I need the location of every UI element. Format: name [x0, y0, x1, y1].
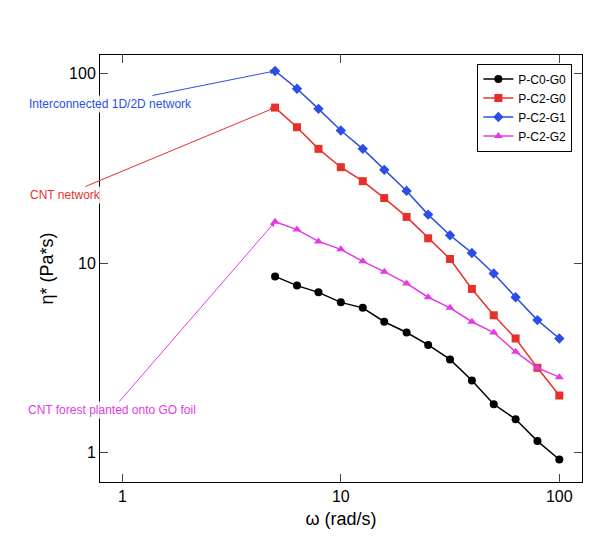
svg-text:η* (Pa*s): η* (Pa*s) — [37, 232, 57, 304]
svg-text:P-C0-G0: P-C0-G0 — [518, 73, 566, 87]
svg-text:1: 1 — [118, 488, 127, 505]
svg-text:1: 1 — [87, 444, 96, 461]
svg-text:10: 10 — [332, 488, 350, 505]
svg-text:P-C2-G0: P-C2-G0 — [518, 92, 566, 106]
svg-text:10: 10 — [78, 255, 96, 272]
svg-text:100: 100 — [546, 488, 573, 505]
svg-text:P-C2-G2: P-C2-G2 — [518, 130, 566, 144]
svg-text:ω (rad/s): ω (rad/s) — [305, 509, 376, 529]
svg-text:P-C2-G1: P-C2-G1 — [518, 111, 566, 125]
svg-text:CNT forest planted onto GO foi: CNT forest planted onto GO foil — [28, 403, 196, 417]
svg-text:Interconnected 1D/2D network: Interconnected 1D/2D network — [29, 97, 192, 111]
svg-text:CNT network: CNT network — [30, 188, 101, 202]
svg-text:100: 100 — [69, 65, 96, 82]
